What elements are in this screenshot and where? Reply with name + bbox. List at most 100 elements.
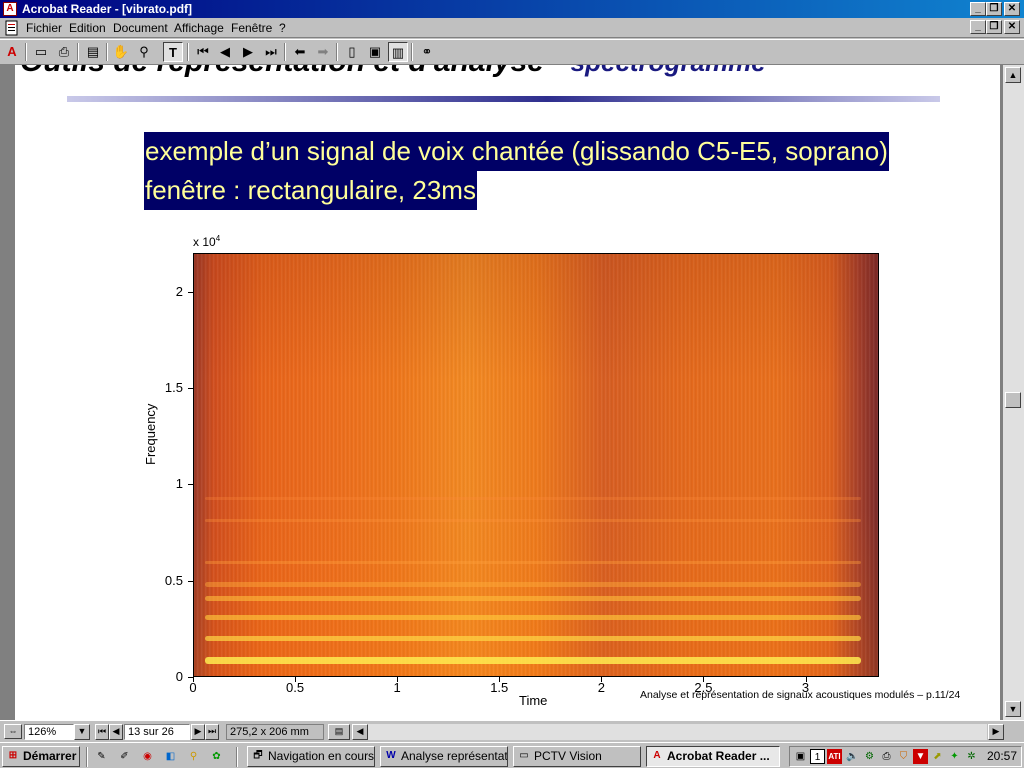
y-tick-label: 1 — [175, 476, 183, 492]
acrobat-logo-icon[interactable]: A — [7, 44, 17, 59]
x-tick-label: 3 — [801, 680, 810, 695]
x-tick-label: 2.5 — [694, 680, 713, 695]
print-icon[interactable]: ⎙ — [58, 44, 70, 59]
tray-green-icon[interactable]: ✦ — [950, 751, 959, 762]
tray-one-icon[interactable]: 1 — [810, 749, 825, 764]
spectrogram-shading — [193, 253, 879, 677]
zoom-tool-icon[interactable]: ⚲ — [139, 44, 149, 59]
quicklaunch-pen-icon[interactable]: ✐ — [120, 751, 129, 762]
menu-fenetre[interactable]: Fenêtre — [231, 21, 273, 35]
tv-icon: ▭ — [519, 750, 529, 761]
scroll-left-icon[interactable]: ◀ — [352, 724, 368, 740]
status-last-page-icon[interactable]: ⏭ — [205, 724, 219, 740]
doc-restore-button[interactable]: ❐ — [986, 20, 1002, 34]
horizontal-scrollbar[interactable] — [368, 724, 987, 740]
task-navigation[interactable]: 🗗 Navigation en cours... — [247, 746, 375, 767]
zoom-field[interactable]: 126% — [24, 724, 74, 740]
zoom-dropdown-icon[interactable]: ▼ — [74, 724, 90, 740]
tray-antivirus-icon[interactable]: ▼ — [913, 749, 928, 764]
quicklaunch-outlook-icon[interactable]: ◧ — [165, 751, 176, 762]
scroll-up-icon[interactable]: ▲ — [1005, 67, 1021, 83]
tray-gear-icon[interactable]: ✲ — [967, 751, 976, 762]
tray-network-icon[interactable]: ⚙ — [865, 751, 874, 762]
go-back-icon[interactable]: ⬅ — [294, 44, 306, 59]
y-tick-mark — [188, 580, 193, 582]
document-icon[interactable] — [4, 20, 20, 36]
fit-width-icon[interactable]: ▥ — [388, 42, 408, 62]
x-tick-mark — [193, 677, 194, 682]
windows-logo-icon: ⊞ — [8, 750, 18, 761]
task-acrobat[interactable]: A Acrobat Reader ... — [646, 746, 780, 767]
tray-monitor-icon[interactable]: ▣ — [795, 751, 806, 762]
scroll-down-icon[interactable]: ▼ — [1005, 701, 1021, 717]
start-button[interactable]: ⊞ Démarrer — [2, 746, 80, 767]
actual-size-icon[interactable]: ▯ — [348, 44, 356, 59]
toolbar: A ▭ ⎙ ▤ ✋ ⚲ T ⏮ ◀ ▶ ⏭ ⬅ ➡ ▯ ▣ ▥ ⚭ — [0, 39, 1024, 65]
taskbar-separator — [86, 747, 88, 767]
next-page-icon[interactable]: ▶ — [243, 44, 253, 59]
tray-volume-icon[interactable]: 🔈 — [846, 751, 859, 762]
y-axis-label: Frequency — [143, 403, 158, 465]
minimize-button[interactable]: _ — [970, 2, 986, 16]
previous-page-icon[interactable]: ◀ — [220, 44, 230, 59]
y-tick-label: 1.5 — [164, 379, 183, 395]
tray-printer-icon[interactable]: ⎙ — [882, 751, 891, 762]
quicklaunch-app-icon[interactable]: ✿ — [212, 751, 221, 762]
toolbar-separator — [411, 43, 413, 61]
scroll-thumb[interactable] — [1005, 392, 1021, 408]
nav-pane-toggle-icon[interactable]: ⇔ — [4, 724, 22, 739]
quicklaunch-edit-icon[interactable]: ✎ — [97, 751, 106, 762]
maximize-button[interactable]: ❐ — [986, 2, 1002, 16]
system-tray: ▣ 1 ATI 🔈 ⚙ ⎙ ⛉ ▼ ⬈ ✦ ✲ 20:57 — [789, 746, 1022, 767]
harmonic-band — [205, 657, 861, 664]
menu-edition[interactable]: Edition — [69, 21, 106, 35]
menu-help[interactable]: ? — [279, 21, 286, 35]
quicklaunch-media-icon[interactable]: ◉ — [143, 751, 152, 762]
y-tick-label: 0 — [175, 669, 183, 684]
x-tick-mark — [703, 677, 705, 682]
menu-document[interactable]: Document — [113, 21, 168, 35]
tray-shield-icon[interactable]: ⛉ — [899, 751, 908, 762]
text-select-tool-icon[interactable]: T — [163, 42, 183, 62]
clock: 20:57 — [987, 749, 1018, 763]
page-thumbnails-icon[interactable]: ▤ — [86, 44, 100, 59]
first-page-icon[interactable]: ⏮ — [197, 44, 209, 59]
status-first-page-icon[interactable]: ⏮ — [95, 724, 109, 740]
x-tick-label: 2 — [597, 680, 605, 695]
harmonic-band — [205, 519, 861, 522]
last-page-icon[interactable]: ⏭ — [265, 44, 277, 59]
status-next-page-icon[interactable]: ▶ — [191, 724, 205, 740]
open-icon[interactable]: ▭ — [34, 44, 48, 59]
go-forward-icon[interactable]: ➡ — [317, 44, 329, 59]
hand-tool-icon[interactable]: ✋ — [112, 44, 130, 59]
scroll-right-icon[interactable]: ▶ — [988, 724, 1004, 740]
quicklaunch-search-icon[interactable]: ⚲ — [189, 751, 198, 762]
harmonic-band — [205, 596, 861, 601]
toolbar-separator — [187, 43, 189, 61]
tray-chart-icon[interactable]: ⬈ — [933, 751, 942, 762]
toolbar-separator — [77, 43, 79, 61]
status-prev-page-icon[interactable]: ◀ — [109, 724, 123, 740]
slide-line-1: exemple d’un signal de voix chantée (gli… — [144, 132, 889, 171]
page-layout-icon[interactable]: ▤ — [328, 724, 350, 740]
document-viewport[interactable]: Outils de représentation et d'analyse - … — [0, 65, 1024, 720]
harmonic-band — [205, 561, 861, 564]
tray-ati-icon[interactable]: ATI — [827, 749, 842, 764]
page-number-field[interactable]: 13 sur 26 — [124, 724, 190, 740]
acrobat-app-icon[interactable]: A — [3, 2, 17, 16]
y-tick-mark — [188, 484, 193, 486]
y-tick-mark — [188, 291, 193, 293]
plot-frame — [193, 253, 879, 677]
doc-close-button[interactable]: ✕ — [1004, 20, 1020, 34]
doc-minimize-button[interactable]: _ — [970, 20, 986, 34]
fit-page-icon[interactable]: ▣ — [368, 44, 382, 59]
task-analyse[interactable]: W Analyse représentati... — [380, 746, 508, 767]
close-button[interactable]: ✕ — [1004, 2, 1020, 16]
task-pctv[interactable]: ▭ PCTV Vision — [513, 746, 641, 767]
menu-fichier[interactable]: Fichier — [26, 21, 63, 35]
x-tick-label: 1.5 — [490, 680, 509, 695]
x-tick-mark — [397, 677, 399, 682]
menu-affichage[interactable]: Affichage — [174, 21, 224, 35]
find-icon[interactable]: ⚭ — [421, 44, 433, 59]
vertical-scrollbar[interactable]: ▲ ▼ — [1003, 65, 1024, 720]
